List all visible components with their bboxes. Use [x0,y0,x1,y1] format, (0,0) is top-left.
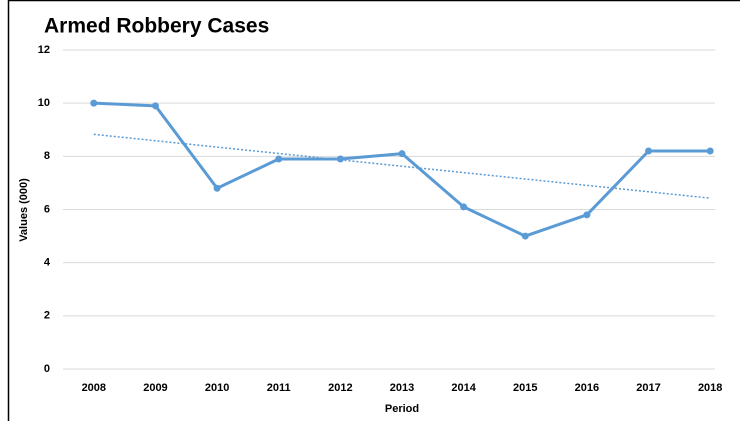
chart-title: Armed Robbery Cases [44,15,269,38]
x-tick-label: 2017 [636,382,660,394]
x-tick-label: 2008 [82,382,106,394]
data-point [645,147,653,155]
y-tick-label: 0 [44,363,50,375]
data-point [521,232,529,240]
x-tick-label: 2011 [267,382,291,394]
y-tick-label: 6 [44,203,50,215]
data-point [583,211,591,219]
data-point [90,99,98,107]
y-tick-label: 4 [44,257,51,269]
y-tick-label: 10 [38,97,50,109]
x-axis-label: Period [385,403,419,415]
x-tick-label: 2018 [698,382,722,394]
data-point [151,102,159,110]
y-tick-label: 8 [44,150,50,162]
x-tick-label: 2012 [328,382,352,394]
data-point [336,155,344,163]
x-tick-label: 2013 [390,382,414,394]
data-point [398,150,406,158]
data-point [275,155,283,163]
data-point [213,184,221,192]
y-tick-label: 12 [38,44,50,56]
trendline [93,133,711,199]
y-tick-label: 2 [44,310,50,322]
x-tick-label: 2010 [205,382,229,394]
frame [7,0,740,421]
x-tick-label: 2009 [143,382,167,394]
data-line [93,101,711,238]
y-axis-label: Values (000) [18,178,30,242]
x-tick-label: 2015 [513,382,537,394]
x-tick-label: 2014 [451,382,476,394]
x-tick-label: 2016 [575,382,599,394]
data-point [460,203,468,211]
data-point [706,147,714,155]
